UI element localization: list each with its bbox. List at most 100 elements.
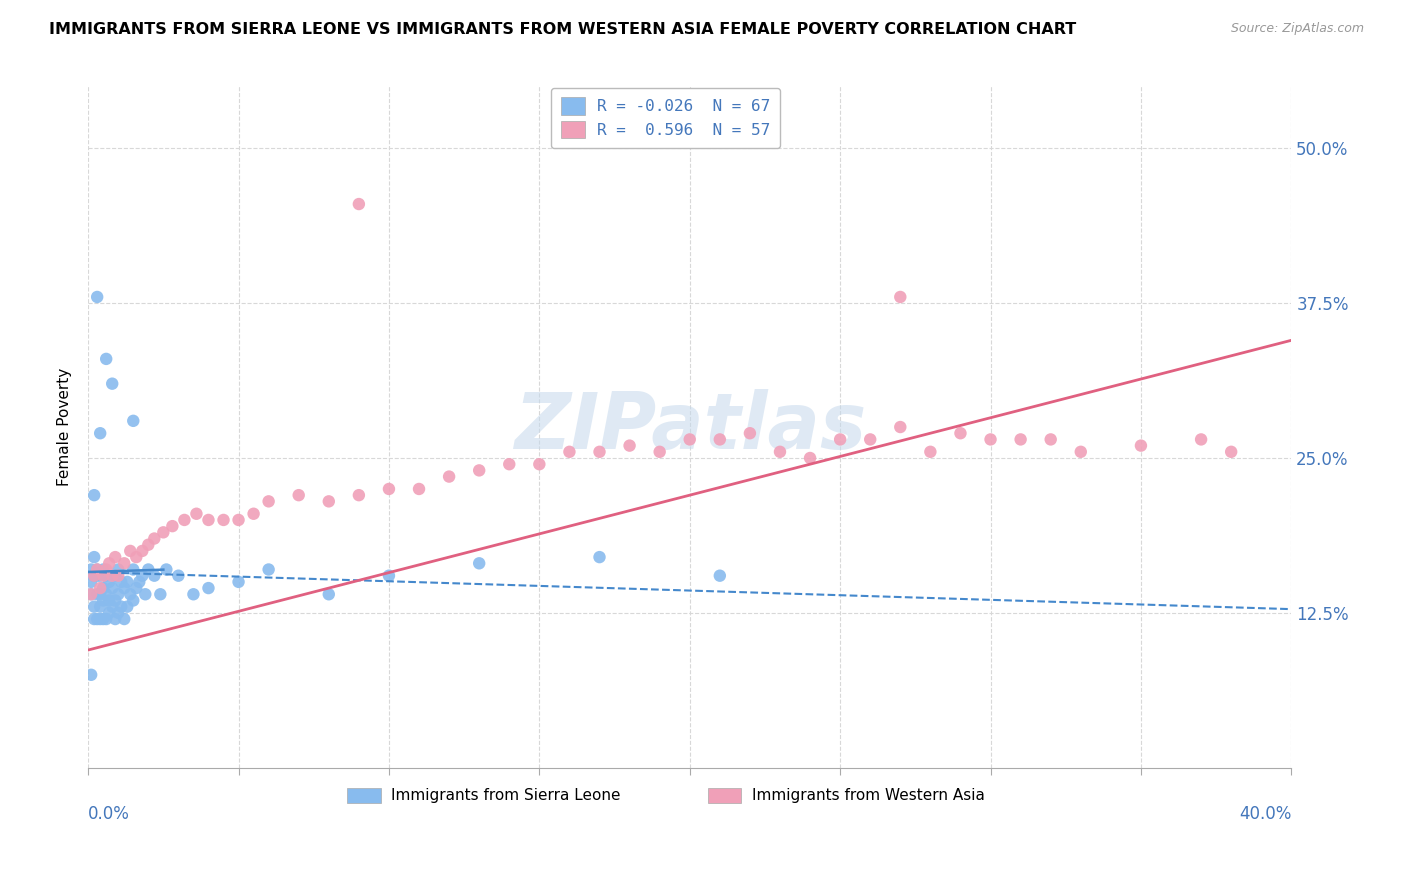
Point <box>378 568 401 582</box>
Point <box>117 599 139 614</box>
Point <box>107 562 129 576</box>
Point <box>167 568 190 582</box>
Point <box>83 568 105 582</box>
Point <box>287 488 309 502</box>
Point <box>131 568 153 582</box>
Point <box>96 562 118 576</box>
Point <box>228 513 250 527</box>
Text: 40.0%: 40.0% <box>1239 805 1291 823</box>
Point <box>122 562 145 576</box>
Point <box>96 612 118 626</box>
Point <box>183 587 205 601</box>
Point <box>709 568 731 582</box>
Point <box>186 507 208 521</box>
Point <box>91 562 114 576</box>
Point <box>89 581 111 595</box>
Point <box>1010 433 1032 447</box>
Text: 0.0%: 0.0% <box>89 805 129 823</box>
Point <box>738 426 761 441</box>
Point <box>889 290 911 304</box>
Point <box>89 587 111 601</box>
Point <box>107 568 129 582</box>
Point <box>120 544 142 558</box>
Point <box>83 568 105 582</box>
Point <box>1220 445 1243 459</box>
Point <box>125 581 148 595</box>
Point <box>110 574 132 589</box>
Point <box>228 574 250 589</box>
Point <box>149 587 172 601</box>
Point <box>122 414 145 428</box>
Point <box>980 433 1002 447</box>
Point <box>152 525 174 540</box>
Point <box>101 376 124 391</box>
Point <box>86 612 108 626</box>
Point <box>709 433 731 447</box>
Point <box>91 581 114 595</box>
Point <box>83 612 105 626</box>
Point <box>89 426 111 441</box>
Point <box>89 568 111 582</box>
Point <box>101 599 124 614</box>
Point <box>101 568 124 582</box>
Point <box>889 420 911 434</box>
Point <box>437 469 460 483</box>
Point <box>134 587 156 601</box>
Point <box>120 587 142 601</box>
Point <box>679 433 702 447</box>
Point <box>588 550 610 565</box>
Point <box>648 445 671 459</box>
Point <box>769 445 792 459</box>
Point <box>1189 433 1212 447</box>
FancyBboxPatch shape <box>707 789 741 803</box>
Point <box>98 574 121 589</box>
Point <box>468 557 491 571</box>
Point <box>558 445 581 459</box>
FancyBboxPatch shape <box>347 789 381 803</box>
Point <box>107 606 129 620</box>
Point <box>86 562 108 576</box>
Point <box>86 290 108 304</box>
Point <box>830 433 852 447</box>
Point <box>80 562 103 576</box>
Point <box>143 532 166 546</box>
Point <box>257 562 280 576</box>
Point <box>96 351 118 366</box>
Point <box>318 587 340 601</box>
Point <box>347 488 370 502</box>
Point <box>588 445 610 459</box>
Point <box>112 581 135 595</box>
Point <box>80 667 103 681</box>
Point <box>104 612 127 626</box>
Point <box>173 513 195 527</box>
Point <box>101 581 124 595</box>
Point <box>242 507 264 521</box>
Point <box>136 562 159 576</box>
Text: Source: ZipAtlas.com: Source: ZipAtlas.com <box>1230 22 1364 36</box>
Legend: R = -0.026  N = 67, R =  0.596  N = 57: R = -0.026 N = 67, R = 0.596 N = 57 <box>551 87 780 148</box>
Point <box>112 557 135 571</box>
Point <box>104 568 127 582</box>
Point <box>212 513 235 527</box>
Point <box>378 482 401 496</box>
Point <box>799 450 821 465</box>
Point <box>619 439 641 453</box>
Point <box>117 574 139 589</box>
Point <box>80 587 103 601</box>
Text: Immigrants from Western Asia: Immigrants from Western Asia <box>752 789 986 803</box>
Point <box>86 587 108 601</box>
Point <box>498 457 520 471</box>
Text: ZIPatlas: ZIPatlas <box>513 389 866 465</box>
Point <box>468 463 491 477</box>
Point <box>155 562 177 576</box>
Point <box>143 568 166 582</box>
Point <box>86 562 108 576</box>
Text: IMMIGRANTS FROM SIERRA LEONE VS IMMIGRANTS FROM WESTERN ASIA FEMALE POVERTY CORR: IMMIGRANTS FROM SIERRA LEONE VS IMMIGRAN… <box>49 22 1077 37</box>
Point <box>89 612 111 626</box>
Point <box>98 557 121 571</box>
Point <box>162 519 184 533</box>
Point <box>347 197 370 211</box>
Point <box>80 574 103 589</box>
Point <box>1070 445 1092 459</box>
Point <box>949 426 972 441</box>
